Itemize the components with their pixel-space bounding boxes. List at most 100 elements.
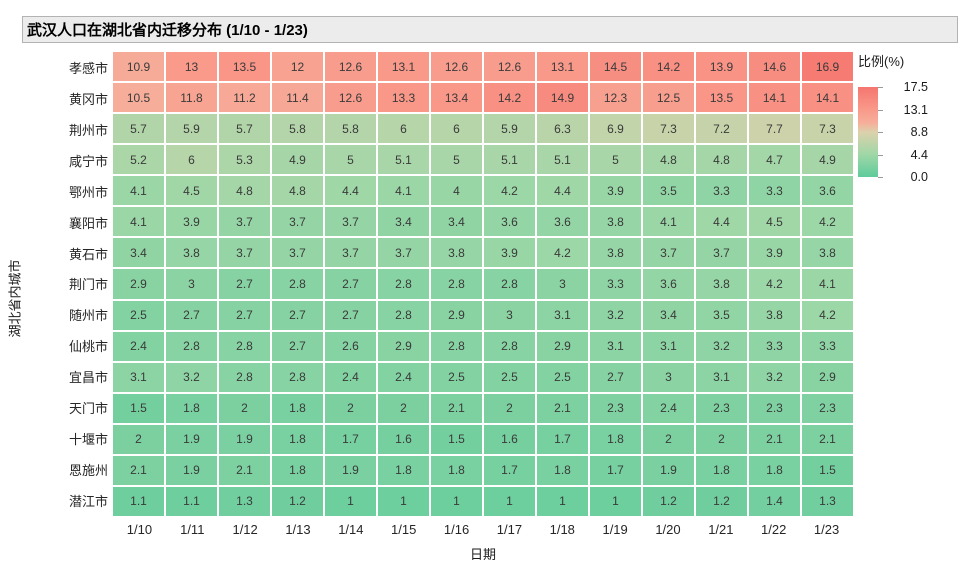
heatmap-cell[interactable]: 1.8	[537, 455, 588, 485]
heatmap-cell[interactable]: 2.9	[431, 300, 482, 330]
heatmap-cell[interactable]: 4.1	[113, 207, 164, 237]
heatmap-cell[interactable]: 2.9	[378, 331, 429, 361]
heatmap-cell[interactable]: 1.6	[484, 424, 535, 454]
heatmap-cell[interactable]: 4.5	[749, 207, 800, 237]
heatmap-cell[interactable]: 11.2	[219, 83, 270, 113]
heatmap-cell[interactable]: 3.7	[325, 207, 376, 237]
heatmap-cell[interactable]: 4.2	[484, 176, 535, 206]
heatmap-cell[interactable]: 3.8	[431, 238, 482, 268]
heatmap-cell[interactable]: 14.6	[749, 52, 800, 82]
heatmap-cell[interactable]: 1.2	[696, 486, 747, 516]
heatmap-cell[interactable]: 2.8	[166, 331, 217, 361]
heatmap-cell[interactable]: 1.8	[272, 424, 323, 454]
heatmap-cell[interactable]: 1.8	[272, 393, 323, 423]
heatmap-cell[interactable]: 1.2	[272, 486, 323, 516]
heatmap-cell[interactable]: 1.8	[166, 393, 217, 423]
heatmap-cell[interactable]: 3.7	[219, 238, 270, 268]
heatmap-cell[interactable]: 3.1	[537, 300, 588, 330]
heatmap-cell[interactable]: 2.7	[166, 300, 217, 330]
heatmap-cell[interactable]: 4.4	[325, 176, 376, 206]
heatmap-cell[interactable]: 3	[537, 269, 588, 299]
heatmap-cell[interactable]: 3.1	[113, 362, 164, 392]
heatmap-cell[interactable]: 3.9	[166, 207, 217, 237]
heatmap-cell[interactable]: 2.8	[484, 269, 535, 299]
heatmap-cell[interactable]: 2.5	[113, 300, 164, 330]
heatmap-cell[interactable]: 6	[166, 145, 217, 175]
heatmap-cell[interactable]: 5	[590, 145, 641, 175]
heatmap-cell[interactable]: 2.7	[325, 269, 376, 299]
heatmap-cell[interactable]: 2.7	[272, 300, 323, 330]
heatmap-cell[interactable]: 2	[484, 393, 535, 423]
heatmap-cell[interactable]: 12	[272, 52, 323, 82]
heatmap-cell[interactable]: 10.5	[113, 83, 164, 113]
heatmap-cell[interactable]: 2.5	[537, 362, 588, 392]
heatmap-cell[interactable]: 5.7	[113, 114, 164, 144]
heatmap-cell[interactable]: 3.5	[643, 176, 694, 206]
heatmap-cell[interactable]: 2.1	[749, 424, 800, 454]
heatmap-cell[interactable]: 1.3	[219, 486, 270, 516]
heatmap-cell[interactable]: 12.6	[431, 52, 482, 82]
heatmap-cell[interactable]: 2	[325, 393, 376, 423]
heatmap-cell[interactable]: 14.5	[590, 52, 641, 82]
heatmap-cell[interactable]: 4.1	[643, 207, 694, 237]
heatmap-cell[interactable]: 13.1	[378, 52, 429, 82]
heatmap-cell[interactable]: 3.3	[696, 176, 747, 206]
heatmap-cell[interactable]: 2.4	[643, 393, 694, 423]
heatmap-cell[interactable]: 3.7	[378, 238, 429, 268]
heatmap-cell[interactable]: 5.8	[325, 114, 376, 144]
heatmap-cell[interactable]: 1.8	[272, 455, 323, 485]
heatmap-cell[interactable]: 2.8	[431, 269, 482, 299]
heatmap-cell[interactable]: 1.5	[113, 393, 164, 423]
heatmap-cell[interactable]: 4.8	[696, 145, 747, 175]
heatmap-cell[interactable]: 3.7	[272, 238, 323, 268]
heatmap-cell[interactable]: 2.3	[802, 393, 853, 423]
heatmap-cell[interactable]: 4.1	[113, 176, 164, 206]
heatmap-cell[interactable]: 3.9	[484, 238, 535, 268]
heatmap-cell[interactable]: 5.1	[484, 145, 535, 175]
heatmap-cell[interactable]: 3.3	[590, 269, 641, 299]
heatmap-cell[interactable]: 2.7	[219, 300, 270, 330]
heatmap-cell[interactable]: 2.7	[325, 300, 376, 330]
heatmap-cell[interactable]: 1.7	[537, 424, 588, 454]
heatmap-cell[interactable]: 1.8	[749, 455, 800, 485]
heatmap-cell[interactable]: 13.3	[378, 83, 429, 113]
heatmap-cell[interactable]: 4	[431, 176, 482, 206]
heatmap-cell[interactable]: 3.2	[696, 331, 747, 361]
heatmap-cell[interactable]: 1.3	[802, 486, 853, 516]
heatmap-cell[interactable]: 1	[537, 486, 588, 516]
heatmap-cell[interactable]: 1	[484, 486, 535, 516]
heatmap-cell[interactable]: 3.5	[696, 300, 747, 330]
heatmap-cell[interactable]: 4.7	[749, 145, 800, 175]
heatmap-cell[interactable]: 14.1	[802, 83, 853, 113]
heatmap-cell[interactable]: 2.8	[272, 362, 323, 392]
heatmap-cell[interactable]: 1	[325, 486, 376, 516]
heatmap-cell[interactable]: 3.8	[696, 269, 747, 299]
heatmap-cell[interactable]: 13.5	[219, 52, 270, 82]
heatmap-cell[interactable]: 5.2	[113, 145, 164, 175]
heatmap-cell[interactable]: 1	[431, 486, 482, 516]
heatmap-cell[interactable]: 1.9	[166, 455, 217, 485]
heatmap-cell[interactable]: 2.8	[219, 331, 270, 361]
heatmap-cell[interactable]: 14.1	[749, 83, 800, 113]
heatmap-cell[interactable]: 2.9	[537, 331, 588, 361]
heatmap-cell[interactable]: 5.9	[166, 114, 217, 144]
heatmap-cell[interactable]: 4.9	[802, 145, 853, 175]
heatmap-cell[interactable]: 2.8	[378, 300, 429, 330]
heatmap-cell[interactable]: 2.1	[537, 393, 588, 423]
heatmap-cell[interactable]: 12.6	[325, 52, 376, 82]
heatmap-cell[interactable]: 2.9	[113, 269, 164, 299]
heatmap-cell[interactable]: 3.9	[590, 176, 641, 206]
heatmap-cell[interactable]: 2.4	[378, 362, 429, 392]
heatmap-cell[interactable]: 4.9	[272, 145, 323, 175]
heatmap-cell[interactable]: 4.2	[537, 238, 588, 268]
heatmap-cell[interactable]: 4.1	[802, 269, 853, 299]
heatmap-cell[interactable]: 2	[696, 424, 747, 454]
heatmap-cell[interactable]: 3.7	[643, 238, 694, 268]
heatmap-cell[interactable]: 12.6	[484, 52, 535, 82]
heatmap-cell[interactable]: 5.8	[272, 114, 323, 144]
heatmap-cell[interactable]: 13.1	[537, 52, 588, 82]
heatmap-cell[interactable]: 4.2	[802, 207, 853, 237]
heatmap-cell[interactable]: 12.5	[643, 83, 694, 113]
heatmap-cell[interactable]: 7.2	[696, 114, 747, 144]
heatmap-cell[interactable]: 1.7	[484, 455, 535, 485]
